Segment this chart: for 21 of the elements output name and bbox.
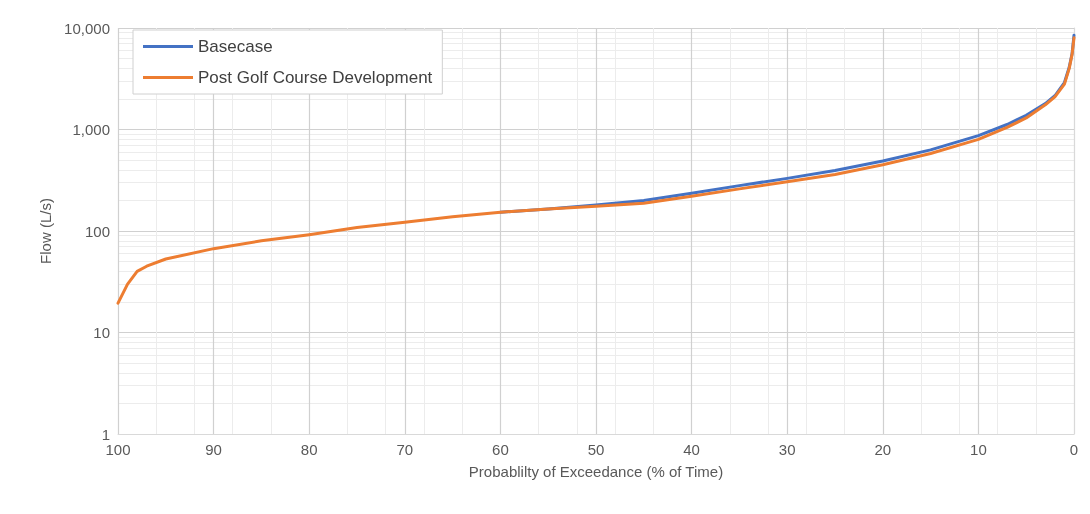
legend-label: Basecase — [198, 37, 273, 56]
line-series — [116, 36, 1076, 305]
x-tick-label: 80 — [300, 441, 318, 458]
legend-label: Post Golf Course Development — [198, 68, 433, 87]
x-tick-label: 50 — [587, 441, 605, 458]
x-tick-label: 60 — [492, 441, 509, 458]
x-tick-label: 90 — [205, 441, 222, 458]
x-tick-label: 100 — [105, 441, 131, 458]
y-tick-label: 10 — [93, 324, 110, 341]
y-tick-label: 1,000 — [72, 121, 110, 138]
y-tick-label: 100 — [84, 222, 110, 240]
x-axis-title: Probablilty of Exceedance (% of Time) — [468, 463, 724, 480]
y-tick-label: 1 — [101, 425, 110, 443]
x-tick-label: 10 — [970, 441, 987, 458]
x-tick-label: 20 — [874, 441, 892, 458]
x-tick-label: 40 — [683, 441, 700, 458]
x-tick-label: 0 — [1069, 441, 1079, 458]
x-tick-label: 70 — [396, 441, 414, 458]
y-axis-title: Flow (L/s) — [37, 198, 55, 264]
y-tick-label: 10,000 — [64, 19, 110, 37]
x-tick-label: 30 — [778, 441, 796, 458]
